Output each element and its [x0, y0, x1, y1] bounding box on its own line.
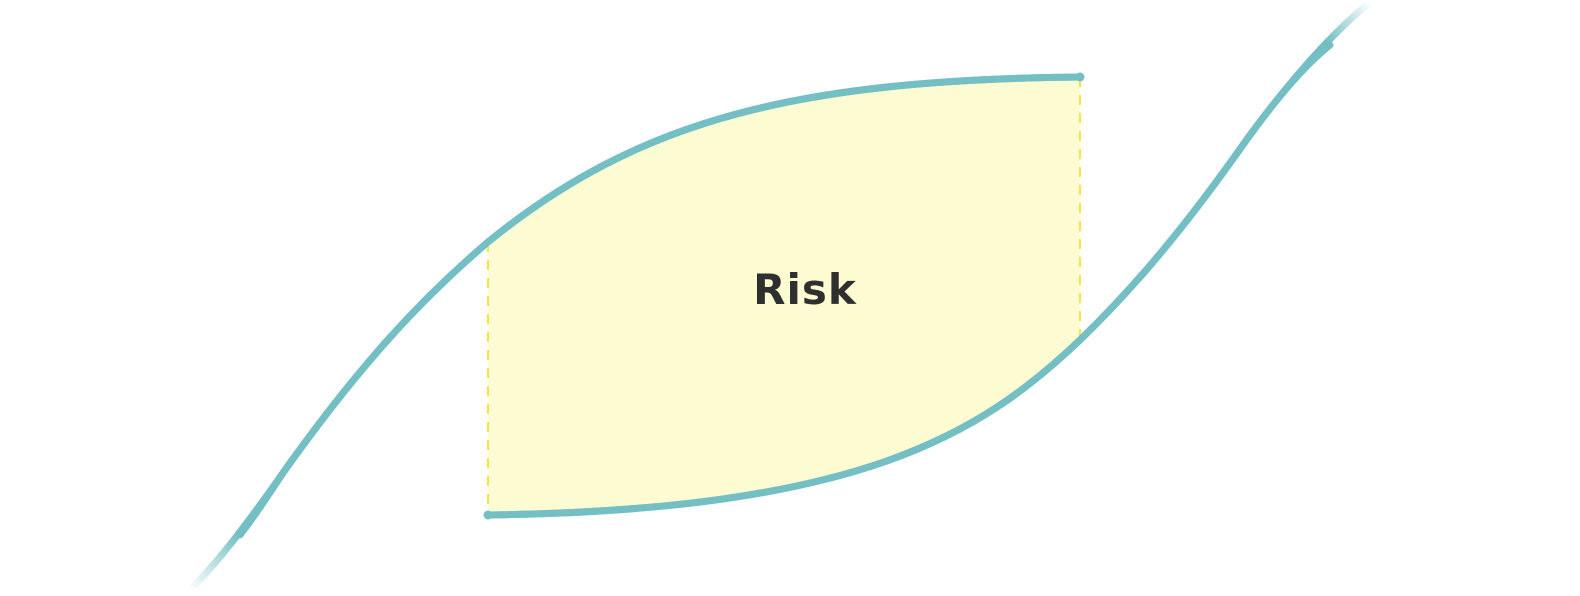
risk-label: Risk — [753, 265, 857, 314]
risk-region — [488, 77, 1080, 515]
bottom-endpoint — [483, 510, 493, 520]
right-curve-body — [484, 41, 1334, 519]
top-endpoint — [1075, 72, 1085, 82]
left-curve-body — [236, 73, 1084, 539]
